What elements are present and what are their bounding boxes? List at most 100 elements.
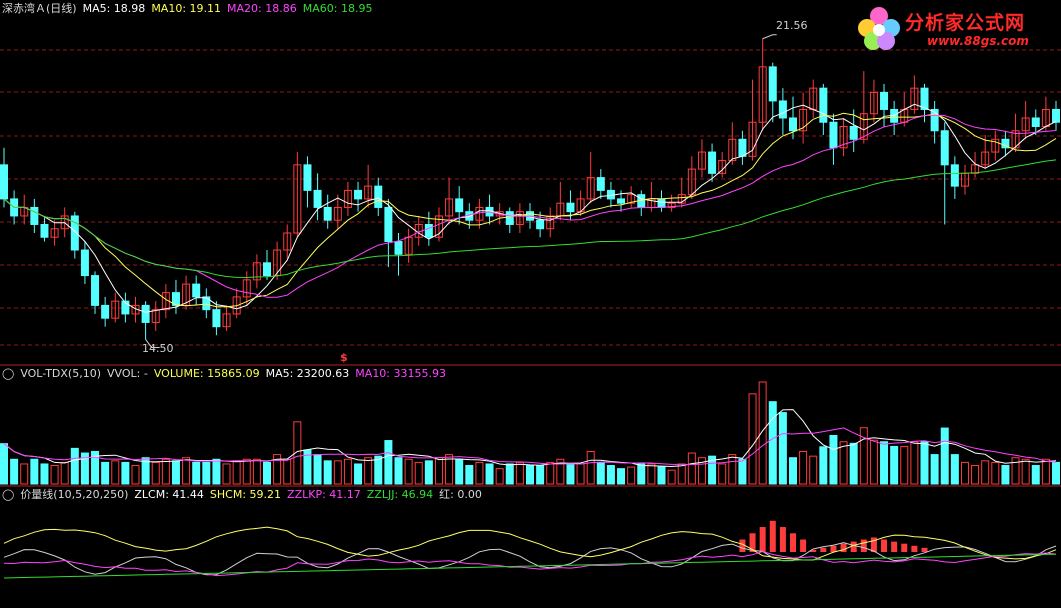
candle-body — [40, 223, 49, 238]
candle-body — [849, 125, 858, 140]
candle-body — [445, 198, 454, 217]
volume-bar — [202, 461, 211, 485]
indicator-bar — [739, 539, 746, 552]
indicator-bar — [790, 533, 796, 552]
volume-bar — [849, 442, 858, 485]
volume-bar — [789, 457, 797, 485]
volume-bar — [799, 450, 808, 485]
high-price-label: 21.56 — [776, 19, 808, 32]
volume-bar — [930, 454, 939, 485]
volume-bar — [536, 465, 545, 485]
volume-bar — [738, 458, 747, 485]
volume-bar — [546, 461, 555, 485]
vvol-label: VVOL: - — [107, 367, 148, 380]
volume-bar — [869, 439, 878, 485]
candle-body — [50, 228, 59, 238]
candle-body — [617, 198, 626, 204]
volume-bar — [252, 458, 261, 485]
candle-body — [819, 87, 828, 123]
volume-bar — [475, 461, 484, 485]
volume-bar — [1041, 458, 1050, 485]
volume-bar — [657, 466, 666, 485]
indicator-bar — [810, 549, 817, 552]
indicator-bar — [911, 545, 918, 552]
volume-header: ◯ VOL-TDX(5,10) VVOL: - VOLUME: 15865.09… — [2, 367, 446, 381]
zlcm-label: ZLCM: 41.44 — [134, 488, 204, 501]
volume-bar — [414, 461, 423, 485]
ma10-label: MA10: 19.11 — [151, 2, 222, 15]
volume-bar — [637, 463, 646, 485]
volume-bar — [131, 465, 140, 485]
volume-bar — [313, 454, 322, 485]
volume-bar — [141, 457, 150, 485]
zlcm-line — [3, 542, 1057, 576]
volume-bar — [111, 460, 120, 485]
volume-bar — [465, 465, 474, 485]
volume-bar — [687, 452, 696, 485]
indicator-bar — [749, 533, 756, 552]
indicator-bar — [881, 539, 888, 552]
circle-icon[interactable]: ◯ — [2, 367, 15, 380]
candle-body — [303, 164, 312, 191]
candle-body — [880, 91, 889, 110]
candle-body — [30, 206, 39, 225]
volume-bar — [920, 441, 929, 485]
volume-bar — [0, 443, 8, 485]
zzlkp-line — [3, 550, 1057, 577]
volume-bar — [212, 458, 221, 485]
volume-bar — [839, 441, 848, 485]
candle-body — [394, 241, 403, 255]
shcm-label: SHCM: 59.21 — [209, 488, 282, 501]
indicator-bar — [891, 541, 898, 552]
candle-body — [111, 300, 120, 319]
candle-body — [1052, 108, 1060, 123]
candle-body — [232, 296, 241, 315]
candle-body — [313, 189, 322, 208]
vol-indicator-name: VOL-TDX(5,10) — [20, 367, 101, 380]
volume-bar — [1011, 457, 1020, 485]
candle-body — [981, 151, 990, 166]
logo-text: 分析家公式网 — [905, 12, 1026, 34]
candle-body — [546, 215, 555, 230]
candle-body — [920, 87, 929, 110]
indicator-bar — [830, 545, 837, 552]
volume-bar — [424, 460, 433, 485]
shcm-line — [3, 526, 1057, 561]
candle-body — [718, 160, 727, 174]
volume-bar — [627, 466, 636, 485]
volume-bar — [667, 469, 676, 485]
volume-bar — [283, 458, 292, 485]
volume-bar — [70, 447, 79, 485]
low-pointer — [145, 339, 160, 348]
volume-bar — [30, 458, 39, 485]
indicator-name: 价量线(10,5,20,250) — [20, 488, 129, 501]
candle-body — [697, 151, 706, 170]
ma20-label: MA20: 18.86 — [227, 2, 297, 15]
candle-body — [252, 262, 261, 281]
candle-body — [515, 211, 524, 225]
volume-bar — [60, 461, 69, 485]
candle-body — [829, 121, 838, 149]
volume-bar — [566, 463, 575, 485]
volume-bar — [960, 461, 969, 485]
volume-bar — [697, 457, 706, 485]
candle-body — [424, 223, 433, 238]
candle-body — [343, 189, 352, 208]
volume-bar — [940, 427, 949, 485]
indicator-bar — [820, 547, 827, 552]
candle-body — [536, 219, 545, 230]
candle-body — [566, 202, 575, 213]
circle-icon[interactable]: ◯ — [2, 488, 15, 501]
candle-body — [202, 296, 211, 311]
candle-body — [839, 125, 848, 149]
ma60-line — [3, 159, 1057, 279]
volume-bar — [50, 465, 59, 485]
volume-bar — [708, 455, 717, 485]
volume-bar — [1001, 465, 1010, 485]
volume-bar — [40, 463, 49, 485]
candle-body — [869, 91, 878, 115]
candle-body — [971, 164, 980, 174]
low-price-label: 14.50 — [142, 342, 174, 355]
volume-bar — [677, 463, 686, 485]
